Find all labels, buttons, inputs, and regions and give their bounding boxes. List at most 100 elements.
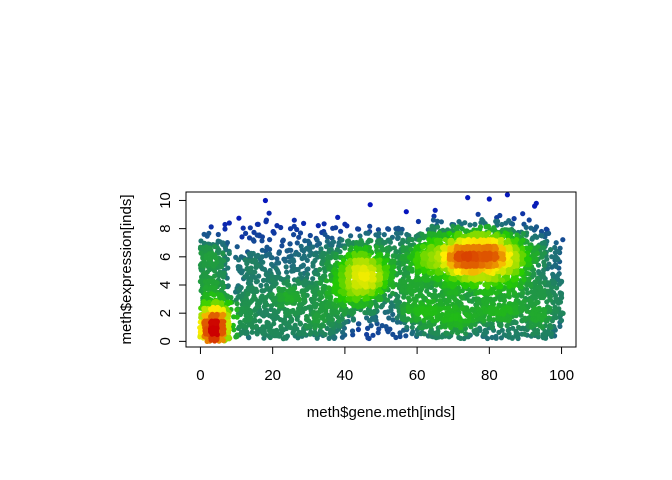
data-point — [467, 222, 473, 228]
data-point — [399, 256, 405, 262]
data-point — [459, 295, 466, 301]
data-point — [529, 311, 535, 317]
data-point — [389, 274, 396, 280]
data-point — [382, 239, 389, 245]
data-point — [452, 297, 458, 303]
data-point — [430, 217, 436, 223]
data-point — [305, 238, 311, 244]
data-point — [203, 284, 209, 290]
data-point — [341, 325, 347, 331]
data-point — [430, 298, 436, 304]
data-point — [333, 303, 339, 309]
data-point — [330, 321, 336, 327]
data-point — [294, 278, 301, 284]
data-point — [511, 290, 517, 296]
data-point — [547, 322, 553, 329]
data-point — [362, 296, 368, 302]
data-point — [428, 231, 434, 237]
data-point — [365, 239, 371, 245]
data-point — [384, 245, 391, 251]
data-point — [456, 219, 462, 225]
data-point — [394, 249, 400, 255]
data-point — [448, 238, 454, 244]
data-point — [509, 221, 516, 227]
data-point — [291, 217, 297, 223]
data-point — [362, 289, 368, 295]
data-point — [201, 263, 207, 269]
data-point — [376, 297, 382, 303]
data-point — [297, 320, 303, 326]
data-point — [211, 268, 218, 274]
data-point — [307, 323, 313, 329]
data-point — [395, 225, 401, 231]
data-point — [473, 327, 479, 333]
data-point — [295, 309, 301, 315]
data-point — [335, 314, 341, 320]
data-point — [312, 293, 318, 299]
data-point — [330, 329, 336, 335]
data-point — [541, 245, 547, 251]
data-point — [485, 223, 491, 229]
data-point — [264, 309, 270, 315]
data-point — [427, 329, 433, 335]
data-point — [381, 232, 387, 238]
data-point — [260, 324, 266, 330]
data-point — [419, 305, 426, 311]
data-point — [499, 327, 505, 333]
data-point — [197, 278, 203, 285]
data-point — [437, 237, 443, 243]
data-point — [405, 274, 411, 280]
data-point — [540, 295, 546, 301]
data-point — [557, 323, 563, 329]
data-point — [376, 230, 382, 237]
data-point — [245, 291, 251, 297]
data-point — [289, 297, 295, 303]
data-point — [545, 289, 551, 295]
data-point — [307, 331, 313, 337]
data-point — [273, 265, 279, 271]
data-point — [428, 270, 434, 276]
data-point — [429, 243, 435, 250]
data-point — [338, 228, 344, 234]
data-point — [426, 291, 432, 297]
data-point — [499, 221, 505, 228]
data-point — [409, 317, 415, 323]
data-point — [447, 230, 453, 237]
data-point — [314, 242, 320, 248]
data-point — [280, 237, 286, 243]
data-point — [533, 224, 540, 230]
data-point — [394, 319, 400, 325]
data-point — [335, 214, 341, 220]
data-point — [279, 243, 285, 249]
data-point — [344, 271, 350, 277]
data-point — [554, 255, 560, 262]
data-point — [406, 233, 412, 239]
data-point — [344, 238, 351, 244]
data-point — [247, 225, 253, 231]
data-point — [357, 233, 363, 239]
data-point — [295, 266, 301, 273]
data-point — [445, 312, 451, 318]
data-point — [520, 211, 526, 217]
data-point — [516, 324, 522, 330]
data-point — [383, 324, 389, 330]
data-point — [206, 251, 212, 257]
data-point — [501, 332, 507, 338]
data-point — [244, 261, 250, 267]
data-point — [237, 319, 243, 325]
data-point — [525, 256, 531, 262]
data-point — [416, 237, 422, 243]
data-point — [236, 324, 242, 330]
data-point — [528, 283, 534, 289]
data-point — [419, 231, 425, 237]
data-point — [351, 274, 357, 281]
data-point — [312, 329, 318, 335]
data-point — [362, 310, 368, 316]
data-point — [278, 324, 284, 330]
data-point — [559, 310, 565, 316]
data-point — [485, 269, 491, 275]
data-point — [298, 271, 304, 277]
data-point — [234, 301, 240, 307]
data-point — [351, 283, 357, 289]
